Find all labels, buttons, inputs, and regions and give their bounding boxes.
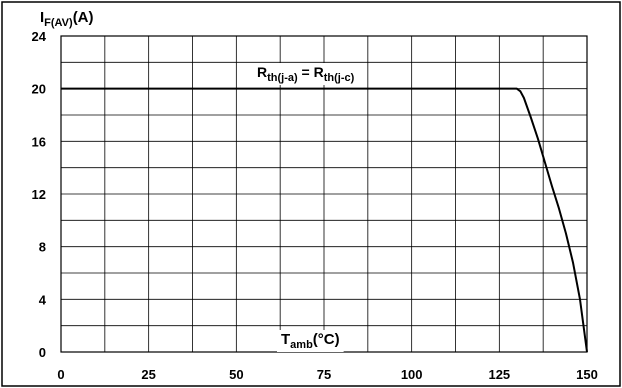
x-tick-labels: 0 25 50 75 100 125 150 (57, 367, 597, 382)
annotation-right-subscript: th(j-c) (324, 72, 355, 84)
y-tick-label: 16 (32, 134, 46, 149)
y-axis-title-main: I (40, 9, 44, 26)
series-line (61, 87, 588, 353)
x-axis-title-subscript: amb (290, 339, 313, 351)
series-group (61, 87, 588, 353)
y-tick-label: 8 (39, 240, 46, 255)
annotation-background (253, 63, 359, 85)
x-tick-label: 125 (488, 367, 510, 382)
y-tick-label: 24 (32, 29, 47, 44)
y-axis-title-unit: (A) (73, 9, 94, 26)
x-axis-title-unit: (°C) (313, 331, 340, 348)
y-tick-label: 20 (32, 82, 46, 97)
y-tick-labels: 0 4 8 12 16 20 24 (32, 29, 47, 360)
x-tick-label: 150 (576, 367, 598, 382)
y-axis-title-subscript: F(AV) (44, 17, 73, 29)
y-tick-label: 0 (39, 345, 46, 360)
annotation-equals: = (298, 64, 314, 80)
x-tick-label: 25 (141, 367, 155, 382)
x-tick-label: 50 (229, 367, 243, 382)
y-axis-title: IF(AV)(A) (40, 9, 94, 29)
x-axis-title-main: T (281, 331, 290, 348)
y-tick-label: 4 (39, 292, 47, 307)
x-axis-title: Tamb(°C) (281, 331, 340, 351)
x-tick-label: 75 (317, 367, 331, 382)
annotation-right-main: R (314, 64, 324, 80)
x-tick-label: 100 (401, 367, 423, 382)
annotation-left-main: R (257, 64, 267, 80)
x-axis-label-background (277, 330, 344, 352)
x-tick-label: 0 (57, 367, 64, 382)
thermal-resistance-annotation: Rth(j-a) = Rth(j-c) (257, 64, 355, 84)
y-tick-label: 12 (32, 187, 46, 202)
annotation-left-subscript: th(j-a) (267, 72, 298, 84)
